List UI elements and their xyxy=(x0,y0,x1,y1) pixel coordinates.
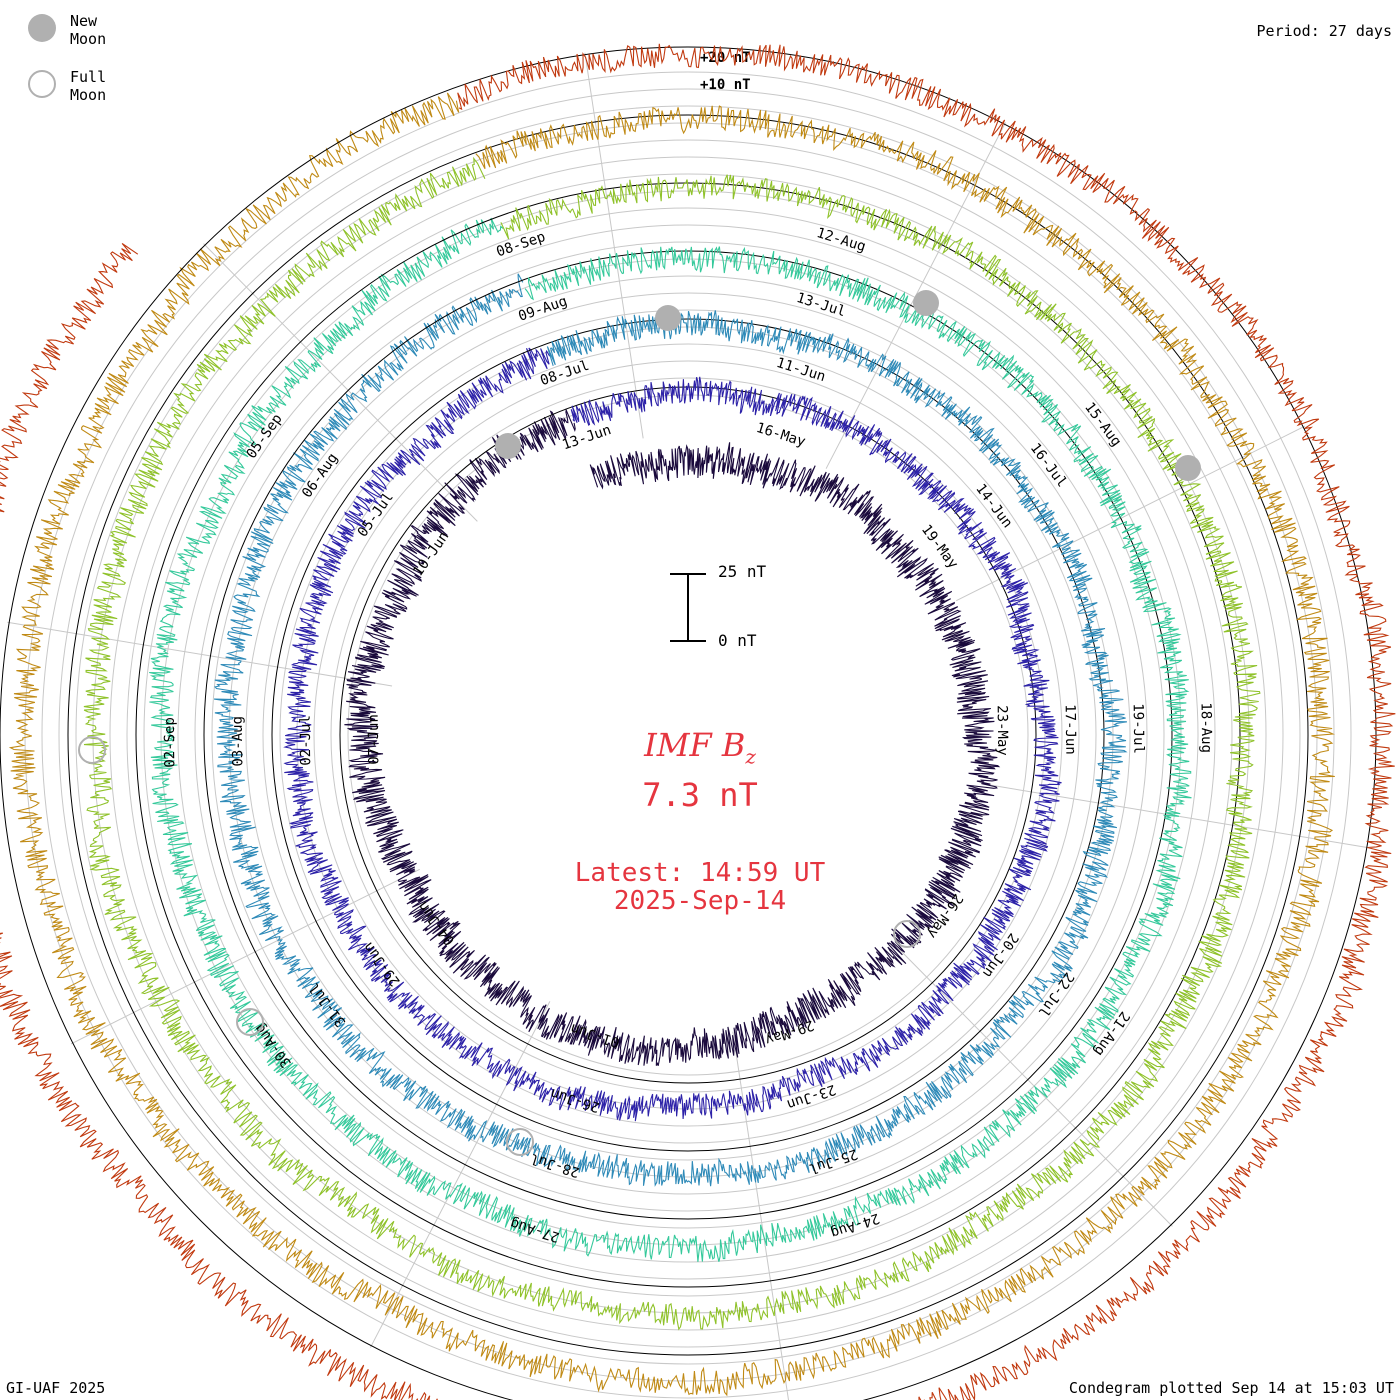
date-tick-label: 19-May xyxy=(918,522,961,572)
grid-circle xyxy=(41,88,1335,1382)
grid-circle xyxy=(177,224,1199,1246)
date-tick-label: 02-Sep xyxy=(162,717,179,768)
latest-date: 2025-Sep-14 xyxy=(613,886,787,916)
day-spoke xyxy=(956,425,1306,602)
scale-bar-graphic xyxy=(670,573,706,642)
day-spoke xyxy=(70,868,420,1045)
scale-bar-bottom-label: 0 nT xyxy=(718,631,757,650)
date-tick-label: 16-Jul xyxy=(1027,440,1070,490)
latest-time: Latest: 14:59 UT xyxy=(574,858,826,888)
parameter-title-subscript: z xyxy=(745,744,756,769)
series-trace xyxy=(8,92,1335,1397)
grid-circle xyxy=(194,241,1182,1229)
date-tick-label: 03-Aug xyxy=(230,716,247,767)
latest-value: 7.3 nT xyxy=(642,776,758,814)
series-trace xyxy=(83,156,1261,1331)
date-tick-label: 08-Sep xyxy=(494,229,547,260)
new-moon-marker xyxy=(495,433,521,459)
date-tick-label: 16-May xyxy=(754,420,807,450)
series-trace xyxy=(283,347,1062,1122)
series-trace xyxy=(214,273,1128,1187)
parameter-title: IMF Bz xyxy=(0,726,1400,768)
period-label: Period: 27 days xyxy=(1256,22,1392,40)
grid-circle xyxy=(347,394,1029,1076)
scale-bar-top-label: 25 nT xyxy=(718,562,767,581)
date-tick-label: 08-Jul xyxy=(538,358,591,389)
grid-circle xyxy=(160,207,1216,1263)
date-tick-label: 31-Jul xyxy=(306,980,349,1030)
full-moon-marker xyxy=(236,1008,264,1036)
date-tick-label: 05-Jul xyxy=(355,490,397,541)
date-tick-label: 28-Jul xyxy=(528,1150,581,1180)
grid-circle xyxy=(330,377,1046,1093)
day-spoke xyxy=(732,1031,790,1400)
grid-circle xyxy=(126,173,1250,1297)
reference-ring xyxy=(0,46,1377,1400)
grid-circle xyxy=(245,292,1131,1178)
date-tick-label: 17-Jun xyxy=(1062,704,1079,755)
series-trace xyxy=(149,217,1192,1262)
new-moon-marker xyxy=(913,290,939,316)
footer-plot-time: Condegram plotted Sep 14 at 15:03 UT xyxy=(1068,1379,1394,1397)
full-moon-marker xyxy=(78,736,106,764)
legend-full-moon-label: Full Moon xyxy=(70,68,107,104)
full-moon-icon xyxy=(28,70,56,98)
full-moon-marker xyxy=(893,920,921,948)
date-tick-label: 23-May xyxy=(994,705,1011,756)
day-spoke xyxy=(7,621,393,687)
date-tick-label: 09-Aug xyxy=(516,293,569,324)
scale-bar: 25 nT 0 nT xyxy=(668,562,788,658)
date-tick-label: 30-Aug xyxy=(252,1020,295,1070)
date-tick-label: 18-Aug xyxy=(1198,702,1215,753)
grid-circle xyxy=(24,71,1352,1399)
day-spoke xyxy=(584,52,644,439)
date-tick-label: 07-Jun xyxy=(366,714,383,765)
reference-ring xyxy=(67,114,1309,1356)
footer-credit: GI-UAF 2025 xyxy=(6,1379,106,1397)
date-tick-label: 19-Jul xyxy=(1130,703,1147,754)
date-tick-label: 02-Jul xyxy=(298,715,315,766)
full-moon-marker xyxy=(506,1128,534,1156)
reference-ring xyxy=(203,250,1173,1220)
date-tick-label: 27-Aug xyxy=(508,1215,561,1245)
grid-circle xyxy=(296,343,1080,1127)
day-spoke xyxy=(203,243,478,522)
new-moon-icon xyxy=(28,14,56,42)
legend-new-moon-label: New Moon xyxy=(70,12,107,48)
date-tick-label: 24-Aug xyxy=(828,1210,881,1241)
ring-scale-lower: +10 nT xyxy=(700,77,751,93)
date-tick-label: 13-Jun xyxy=(560,422,613,453)
date-tick-label: 11-Jun xyxy=(774,355,827,385)
reference-ring xyxy=(135,182,1241,1288)
parameter-title-text: IMF B xyxy=(644,726,746,764)
date-tick-label: 15-Aug xyxy=(1081,400,1124,450)
series-trace xyxy=(344,408,1001,1066)
new-moon-marker xyxy=(1175,455,1201,481)
date-tick-label: 12-Aug xyxy=(815,225,868,255)
day-spoke xyxy=(369,1001,551,1348)
date-tick-label: 01-Jun xyxy=(569,1020,622,1050)
series-trace xyxy=(0,43,1396,1400)
new-moon-marker xyxy=(655,305,681,331)
